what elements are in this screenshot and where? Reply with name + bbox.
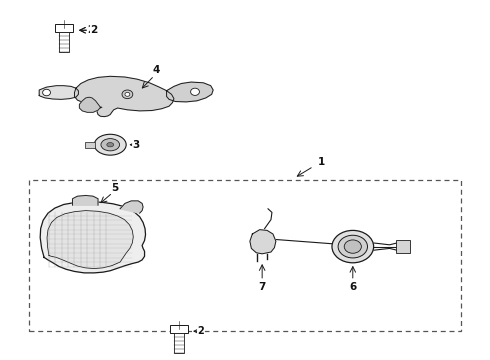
Text: 1: 1 — [318, 157, 324, 167]
Polygon shape — [167, 82, 213, 102]
FancyBboxPatch shape — [174, 333, 184, 352]
Ellipse shape — [338, 235, 368, 258]
Ellipse shape — [107, 143, 114, 147]
Text: 2: 2 — [87, 25, 94, 35]
FancyBboxPatch shape — [55, 24, 73, 32]
Ellipse shape — [344, 240, 361, 253]
Text: 6: 6 — [349, 282, 356, 292]
Ellipse shape — [94, 134, 126, 155]
Ellipse shape — [122, 90, 133, 99]
Text: 3: 3 — [133, 140, 140, 150]
FancyBboxPatch shape — [59, 32, 69, 52]
Polygon shape — [250, 230, 276, 254]
Text: 2: 2 — [197, 326, 204, 336]
Polygon shape — [74, 76, 174, 117]
Ellipse shape — [125, 92, 130, 96]
Text: 2: 2 — [91, 25, 98, 35]
Polygon shape — [120, 201, 143, 213]
Text: 4: 4 — [152, 65, 160, 75]
FancyBboxPatch shape — [170, 325, 188, 333]
FancyBboxPatch shape — [85, 142, 95, 148]
Text: 5: 5 — [112, 183, 119, 193]
Ellipse shape — [101, 139, 120, 151]
Polygon shape — [73, 195, 98, 205]
Polygon shape — [39, 86, 78, 99]
Bar — [29, 180, 461, 331]
Ellipse shape — [191, 88, 199, 95]
Polygon shape — [79, 97, 100, 112]
FancyBboxPatch shape — [396, 240, 410, 253]
Ellipse shape — [43, 89, 50, 96]
Ellipse shape — [332, 230, 373, 263]
Text: 7: 7 — [258, 282, 266, 292]
Polygon shape — [40, 202, 146, 273]
Polygon shape — [47, 211, 133, 269]
